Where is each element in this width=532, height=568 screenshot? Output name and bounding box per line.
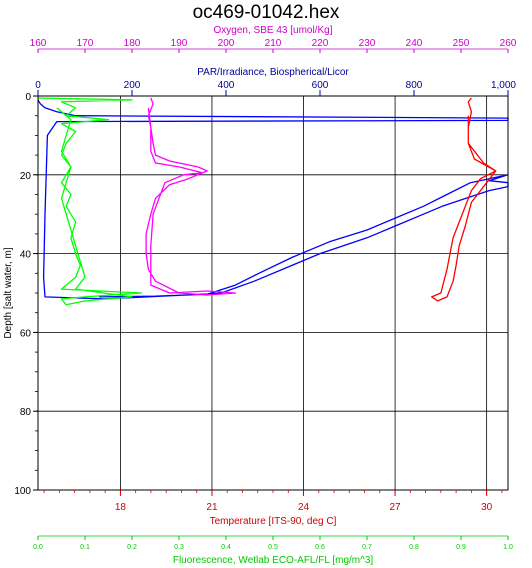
x-axis-label-oxygen: Oxygen, SBE 43 [umol/Kg] (214, 25, 333, 36)
series-par (37, 99, 509, 300)
x-tick-label-fluorescence: 0.3 (174, 544, 184, 551)
x-tick-label-par: 0 (35, 80, 41, 91)
x-tick-label-oxygen: 260 (500, 38, 517, 49)
x-axis-label-par: PAR/Irradiance, Biospherical/Licor (197, 67, 349, 78)
x-tick-label-par: 600 (312, 80, 329, 91)
y-tick-label: 60 (20, 328, 32, 339)
x-tick-label-oxygen: 160 (30, 38, 47, 49)
x-tick-label-fluorescence: 0.7 (362, 544, 372, 551)
x-tick-label-par: 400 (218, 80, 235, 91)
x-tick-label-oxygen: 230 (359, 38, 376, 49)
y-tick-label: 80 (20, 407, 32, 418)
data-series (37, 97, 509, 306)
x-tick-label-temperature: 30 (481, 502, 493, 513)
axes: 0 20 40 60 80 100 Depth [salt water, m] 160 170 1… (3, 25, 517, 566)
x-tick-label-oxygen: 200 (218, 38, 235, 49)
x-axis-label-fluorescence: Fluorescence, Wetlab ECO-AFL/FL [mg/m^3] (173, 555, 374, 566)
x-tick-label-temperature: 18 (115, 502, 127, 513)
x-tick-label-temperature: 21 (206, 502, 218, 513)
x-tick-label-temperature: 27 (390, 502, 402, 513)
y-tick-label: 40 (20, 250, 32, 261)
x-tick-label-oxygen: 220 (312, 38, 329, 49)
x-tick-label-fluorescence: 0.5 (268, 544, 278, 551)
x-tick-label-par: 200 (124, 80, 141, 91)
series-temperature (431, 97, 497, 302)
x-tick-label-oxygen: 250 (453, 38, 470, 49)
x-tick-label-fluorescence: 0.4 (221, 544, 231, 551)
series-oxygen (145, 97, 237, 296)
y-tick-label: 100 (14, 486, 31, 497)
x-tick-label-oxygen: 190 (171, 38, 188, 49)
x-tick-label-fluorescence: 0.9 (456, 544, 466, 551)
x-tick-label-fluorescence: 0.6 (315, 544, 325, 551)
x-tick-label-oxygen: 170 (77, 38, 94, 49)
x-tick-label-par: 1,000 (491, 80, 516, 91)
x-axis-label-temperature: Temperature [ITS-90, deg C] (210, 516, 337, 527)
x-tick-label-fluorescence: 0.2 (127, 544, 137, 551)
x-tick-label-oxygen: 180 (124, 38, 141, 49)
x-tick-label-fluorescence: 0.1 (80, 544, 90, 551)
chart-title: oc469-01042.hex (193, 2, 340, 23)
x-tick-label-par: 800 (406, 80, 423, 91)
y-tick-label: 20 (20, 171, 32, 182)
x-tick-label-oxygen: 240 (406, 38, 423, 49)
y-tick-label: 0 (25, 92, 31, 103)
x-tick-label-fluorescence: 1.0 (503, 544, 513, 551)
y-axis-label: Depth [salt water, m] (3, 247, 14, 338)
series-fluorescence (37, 97, 143, 306)
x-tick-label-fluorescence: 0.0 (33, 544, 43, 551)
x-tick-label-fluorescence: 0.8 (409, 544, 419, 551)
x-tick-label-temperature: 24 (298, 502, 310, 513)
x-tick-label-oxygen: 210 (265, 38, 282, 49)
